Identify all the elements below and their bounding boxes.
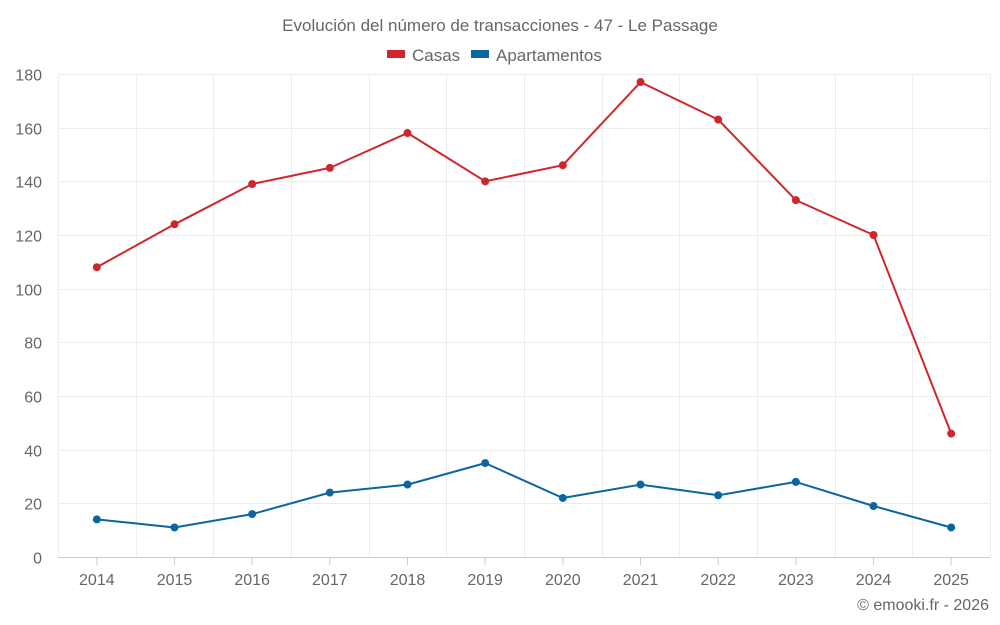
- legend: Casas Apartamentos: [387, 46, 602, 65]
- point-casas-2024[interactable]: [869, 231, 878, 239]
- point-apartamentos-2014[interactable]: [92, 515, 101, 524]
- point-apartamentos-2025[interactable]: [947, 523, 956, 532]
- x-tick-label-2015: 2015: [157, 572, 193, 589]
- series-line-casas: [96, 81, 953, 434]
- y-tick-label: 140: [15, 175, 42, 192]
- point-casas-2022[interactable]: [714, 115, 723, 124]
- x-tick-label-2020: 2020: [545, 572, 581, 589]
- y-tick-label: 120: [15, 229, 42, 246]
- point-apartamentos-2024[interactable]: [869, 502, 878, 511]
- legend-swatch-casas: [387, 50, 405, 58]
- x-tick-label-2024: 2024: [856, 572, 892, 589]
- point-casas-2018[interactable]: [403, 129, 412, 138]
- y-tick-label: 180: [15, 68, 42, 85]
- x-tick-label-2016: 2016: [234, 572, 270, 589]
- point-apartamentos-2016[interactable]: [248, 510, 257, 519]
- point-casas-2021[interactable]: [636, 78, 645, 87]
- legend-label-apartamentos: Apartamentos: [496, 46, 602, 65]
- x-tick-label-2023: 2023: [778, 572, 814, 589]
- point-casas-2015[interactable]: [170, 220, 179, 229]
- y-tick-label: 100: [15, 283, 42, 300]
- chart-title: Evolución del número de transacciones - …: [282, 16, 718, 35]
- point-apartamentos-2022[interactable]: [714, 491, 723, 500]
- legend-swatch-apartamentos: [471, 50, 489, 58]
- point-casas-2023[interactable]: [791, 196, 800, 205]
- point-casas-2016[interactable]: [248, 180, 257, 189]
- point-casas-2019[interactable]: [481, 177, 490, 186]
- y-tick-label: 20: [24, 497, 42, 514]
- x-tick-label-2021: 2021: [623, 572, 659, 589]
- point-apartamentos-2019[interactable]: [481, 459, 490, 468]
- x-tick-label-2017: 2017: [312, 572, 348, 589]
- series-line-apartamentos: [96, 462, 952, 529]
- x-tick-label-2025: 2025: [933, 572, 969, 589]
- legend-item-apartamentos[interactable]: Apartamentos: [471, 46, 602, 65]
- x-tick-label-2014: 2014: [79, 572, 115, 589]
- legend-label-casas: Casas: [412, 46, 460, 65]
- y-tick-label: 40: [24, 444, 42, 461]
- grid-layer: [58, 74, 991, 557]
- point-apartamentos-2020[interactable]: [558, 493, 567, 502]
- point-apartamentos-2015[interactable]: [170, 523, 179, 532]
- y-tick-label: 160: [15, 122, 42, 139]
- point-casas-2020[interactable]: [558, 161, 567, 170]
- y-tick-label: 60: [24, 390, 42, 407]
- x-tick-label-2019: 2019: [467, 572, 503, 589]
- point-apartamentos-2017[interactable]: [325, 488, 334, 497]
- point-apartamentos-2023[interactable]: [791, 477, 800, 486]
- point-casas-2017[interactable]: [325, 163, 334, 172]
- x-axis-ticks: 2014 2015 2016 2017 2018 2019 2020 2021 2022 2023…: [79, 557, 969, 589]
- point-apartamentos-2021[interactable]: [636, 480, 645, 489]
- point-casas-2025[interactable]: [947, 429, 956, 438]
- x-tick-label-2022: 2022: [700, 572, 736, 589]
- y-tick-label: 0: [33, 551, 42, 568]
- series-layer: [92, 78, 956, 532]
- x-tick-label-2018: 2018: [390, 572, 426, 589]
- point-casas-2014[interactable]: [92, 263, 101, 272]
- y-axis-ticks: 0 20 40 60 80 100 120 140 160 180: [15, 68, 42, 568]
- y-tick-label: 80: [24, 336, 42, 353]
- point-apartamentos-2018[interactable]: [403, 480, 412, 489]
- legend-item-casas[interactable]: Casas: [387, 46, 460, 65]
- credit-text: © emooki.fr - 2026: [857, 597, 989, 614]
